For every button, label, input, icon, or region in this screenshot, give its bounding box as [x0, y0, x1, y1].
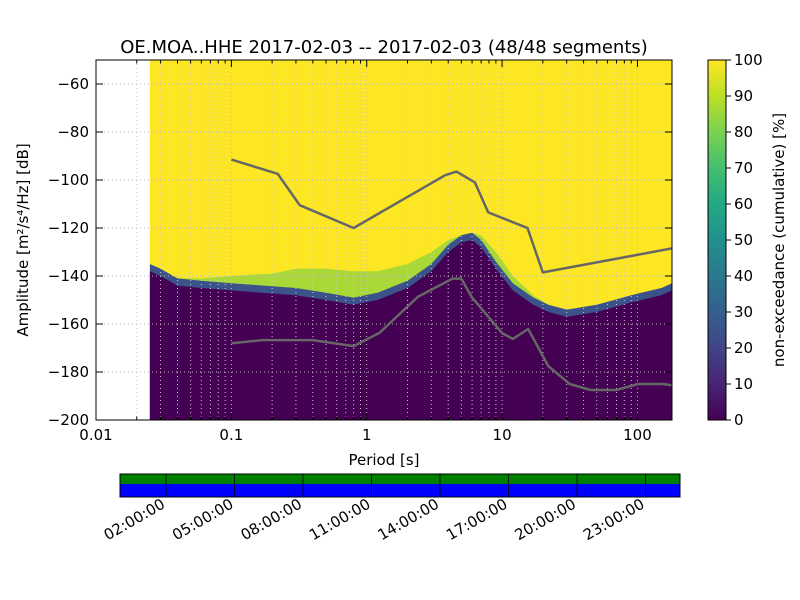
- colorbar-tick-label: 0: [734, 411, 744, 429]
- grid-lines: [96, 60, 672, 420]
- x-axis-ticks: 0.01 0.1 1 10 100: [79, 60, 652, 444]
- coverage-time-label: 23:00:00: [580, 495, 647, 544]
- colorbar-ticks: 0 10 20 30 40 50 60 70 80 90 100: [726, 51, 763, 429]
- y-tick-label: −60: [57, 75, 89, 93]
- y-tick-label: −160: [48, 315, 89, 333]
- coverage-bottom-strip: [120, 484, 680, 497]
- coverage-frame: [119, 473, 681, 498]
- y-tick-label: −120: [48, 219, 89, 237]
- colorbar-tick-label: 90: [734, 87, 753, 105]
- noise-model-line: [231, 158, 672, 274]
- heatmap-low-region: [149, 240, 672, 420]
- colorbar-tick-label: 30: [734, 303, 753, 321]
- plot-area: 0.01 0.1 1 10 100 −60 −80 −100 −120 −140 −160 −180…: [48, 59, 673, 444]
- plot-frame: [95, 59, 673, 421]
- colorbar-tick-label: 50: [734, 231, 753, 249]
- x-axis-label: Period [s]: [348, 451, 419, 469]
- y-tick-label: −100: [48, 171, 89, 189]
- coverage-top-strip: [120, 474, 680, 484]
- coverage-time-label: 14:00:00: [375, 495, 442, 544]
- colorbar: 0 10 20 30 40 50 60 70 80 90 100: [707, 51, 763, 429]
- x-tick-label: 10: [493, 426, 512, 444]
- coverage-time-label: 11:00:00: [306, 495, 373, 544]
- colorbar-tick-label: 70: [734, 159, 753, 177]
- y-axis-label: Amplitude [m²/s⁴/Hz] [dB]: [14, 143, 32, 336]
- y-tick-label: −80: [57, 123, 89, 141]
- x-tick-label: 0.1: [219, 426, 243, 444]
- colorbar-fill: [708, 60, 726, 420]
- coverage-time-label: 20:00:00: [512, 495, 579, 544]
- x-tick-label: 1: [362, 426, 372, 444]
- noise-model-line: [231, 277, 672, 392]
- colorbar-tick-label: 100: [734, 51, 763, 69]
- colorbar-tick-label: 60: [734, 195, 753, 213]
- chart-title: OE.MOA..HHE 2017-02-03 -- 2017-02-03 (48…: [120, 37, 648, 58]
- y-tick-label: −180: [48, 363, 89, 381]
- coverage-time-label: 02:00:00: [101, 495, 168, 544]
- colorbar-tick-label: 20: [734, 339, 753, 357]
- coverage-time-label: 17:00:00: [443, 495, 510, 544]
- y-tick-label: −200: [48, 411, 89, 429]
- coverage-time-label: 08:00:00: [238, 495, 305, 544]
- colorbar-label: non-exceedance (cumulative) [%]: [770, 113, 788, 367]
- x-tick-label: 0.01: [79, 426, 112, 444]
- colorbar-tick-label: 40: [734, 267, 753, 285]
- coverage-time-label: 05:00:00: [169, 495, 236, 544]
- noise-model-lines: [231, 158, 672, 392]
- colorbar-tick-label: 10: [734, 375, 753, 393]
- colorbar-tick-label: 80: [734, 123, 753, 141]
- y-axis-ticks: −60 −80 −100 −120 −140 −160 −180 −200: [48, 75, 672, 429]
- x-tick-label: 100: [623, 426, 652, 444]
- y-tick-label: −140: [48, 267, 89, 285]
- coverage-bar: 02:00:00 05:00:00 08:00:00 11:00:00 14:00:00…: [101, 473, 681, 544]
